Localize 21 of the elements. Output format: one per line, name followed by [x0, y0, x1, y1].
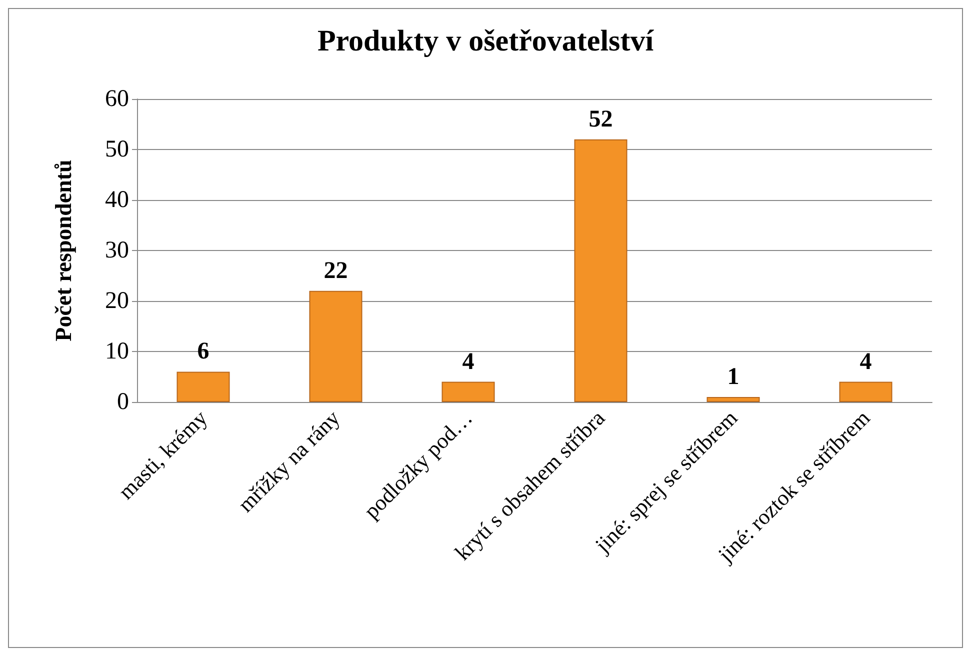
data-label: 6 [197, 338, 210, 365]
bar [706, 396, 760, 402]
data-label: 4 [860, 348, 872, 375]
y-tick-label: 10 [105, 338, 129, 364]
data-label: 22 [324, 258, 348, 284]
bar [574, 139, 628, 402]
y-tick-label: 30 [105, 238, 129, 264]
bar [442, 382, 495, 402]
bar [839, 382, 892, 402]
y-tick-label: 20 [105, 288, 129, 314]
bar [176, 372, 230, 402]
y-tick-label: 60 [105, 86, 129, 112]
data-label: 1 [727, 364, 740, 390]
y-tick-label: 50 [105, 136, 129, 162]
chart-title: Produkty v ošetřovatelství [317, 24, 654, 58]
data-label: 52 [588, 106, 613, 132]
bar [309, 290, 362, 402]
y-tick-label: 0 [117, 389, 129, 415]
y-axis-title: Počet respondentů [51, 159, 76, 342]
y-tick-label: 40 [105, 187, 129, 213]
data-label: 4 [462, 348, 474, 375]
